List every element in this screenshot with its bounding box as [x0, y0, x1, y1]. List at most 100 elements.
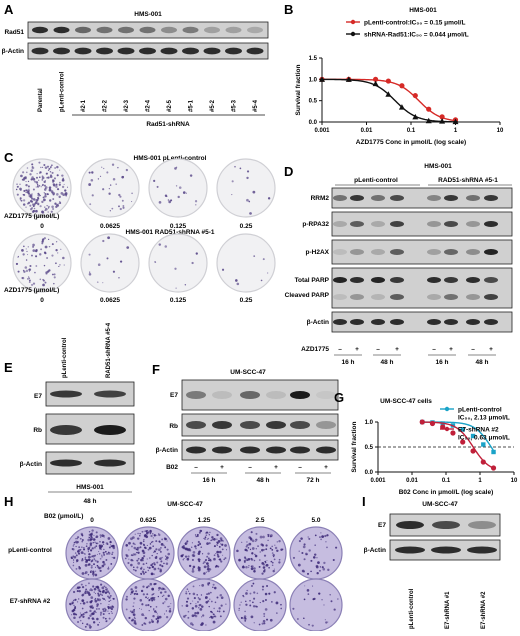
lane-label-i-2: E7-shRNA #1: [445, 591, 451, 629]
colony-dot: [238, 607, 240, 609]
row-label: Cleaved PARP: [285, 292, 330, 299]
blot-box: [331, 311, 513, 333]
colony-dot: [244, 610, 246, 613]
colony-dot: [56, 204, 60, 207]
culture-plate: [80, 233, 140, 293]
colony-dot: [110, 545, 113, 547]
y-axis-label: Survival fraction: [295, 65, 302, 116]
time-labels-f: 16 h 48 h 72 h: [191, 472, 331, 484]
colony-dot: [205, 532, 207, 534]
colony-dot: [144, 623, 147, 625]
colony-dot: [23, 193, 26, 196]
colony-dot: [82, 559, 84, 561]
colony-dot: [38, 184, 41, 187]
colony-dot: [99, 611, 103, 615]
lane-label: #2-4: [146, 99, 152, 112]
band: [444, 277, 458, 283]
colony-dot: [189, 174, 193, 177]
colony-dot: [108, 188, 110, 190]
colony-dot: [143, 555, 146, 558]
colony-dot: [252, 601, 254, 604]
colony-dot: [166, 540, 168, 542]
colony-dot: [42, 278, 44, 281]
band: [186, 421, 206, 429]
dose-label: 1.25: [198, 517, 211, 524]
colony-dot: [46, 257, 49, 259]
colony-dot: [139, 567, 143, 570]
colony-dot: [49, 166, 52, 169]
colony-dot: [93, 534, 95, 536]
colony-dot: [258, 623, 261, 626]
colony-dot: [47, 211, 49, 213]
colony-dot: [100, 549, 102, 551]
colony-dot: [194, 612, 197, 615]
colony-dot: [145, 604, 148, 607]
colony-dot: [252, 190, 256, 194]
colony-dot: [134, 592, 137, 595]
colony-dot: [131, 201, 133, 203]
colony-dot: [192, 565, 196, 569]
colony-dot: [104, 599, 107, 601]
colony-dot: [322, 567, 326, 571]
colony-dot: [79, 548, 82, 551]
x-tick-label: 0.01: [361, 128, 373, 134]
colony-dot: [262, 563, 266, 566]
colony-dot: [105, 620, 108, 623]
colony-dot: [167, 594, 170, 598]
colony-dot: [209, 591, 212, 594]
band: [316, 421, 336, 429]
colony-dot: [142, 593, 145, 596]
colony-dot: [146, 544, 148, 547]
colony-dot: [200, 546, 203, 548]
colony-dot: [43, 180, 46, 184]
colony-dot: [111, 551, 114, 554]
colony-dot: [150, 534, 153, 538]
colony-dot: [41, 178, 44, 181]
colony-dot: [267, 272, 269, 274]
colony-dot: [95, 531, 98, 534]
colony-dot: [81, 540, 84, 543]
band: [427, 294, 441, 300]
colony-dot: [194, 200, 198, 203]
colony-dot: [186, 557, 190, 561]
colony-dot: [132, 613, 135, 615]
band-actin: [53, 47, 70, 55]
band: [333, 294, 347, 300]
colony-dot: [42, 183, 44, 186]
panel-h-title: UM-SCC-47: [167, 501, 203, 508]
colony-dot: [206, 565, 210, 568]
data-point: [412, 113, 419, 120]
colony-dot: [91, 538, 93, 541]
colony-dot: [298, 550, 300, 552]
x-axis-label: B02 Conc in μmol/L (log scale): [399, 489, 494, 496]
colony-dot: [64, 192, 68, 195]
colony-dot: [78, 586, 80, 589]
colony-dot: [102, 597, 104, 600]
colony-dot: [106, 590, 110, 593]
colony-dot: [89, 549, 93, 552]
colony-dot: [75, 545, 77, 548]
colony-dot: [37, 186, 39, 188]
colony-dot: [81, 538, 84, 542]
band: [350, 249, 364, 255]
colony-dot: [145, 530, 148, 533]
colony-dot: [59, 264, 61, 266]
colony-dot: [156, 553, 158, 555]
colony-dot: [107, 595, 109, 598]
legend-label: E7-shRNA #2: [458, 427, 499, 434]
colony-dot: [192, 600, 194, 602]
colony-dot: [155, 618, 158, 621]
band: [316, 446, 336, 454]
colony-dot: [158, 615, 162, 619]
legend-marker: [444, 426, 450, 432]
colony-dot: [84, 625, 87, 628]
colony-dot: [304, 585, 306, 587]
legend-ic50: IC₅₀, 2.13 μmol/L: [458, 415, 510, 422]
colony-dot: [74, 598, 77, 601]
colony-dot: [213, 545, 216, 548]
dose-label: 0.125: [170, 223, 187, 230]
colony-dot: [250, 567, 254, 571]
band-actin: [395, 546, 425, 554]
row-label: β-Actin: [307, 319, 329, 326]
